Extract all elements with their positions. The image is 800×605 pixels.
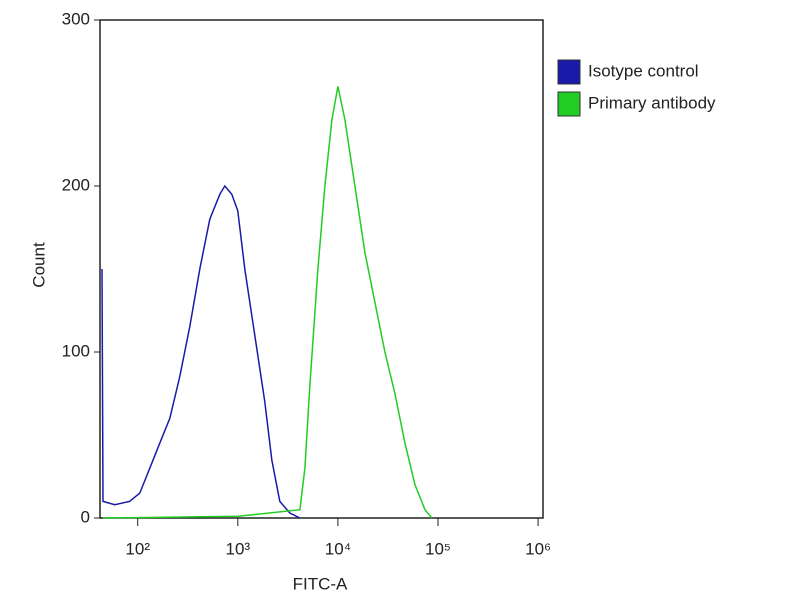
x-tick-label: 10⁴ xyxy=(325,539,351,558)
y-tick-label: 100 xyxy=(62,341,90,360)
y-tick-label: 200 xyxy=(62,175,90,194)
y-tick-label: 0 xyxy=(81,507,90,526)
legend-label: Primary antibody xyxy=(588,93,716,112)
legend-swatch xyxy=(557,59,581,85)
x-tick-label: 10⁵ xyxy=(425,539,451,558)
x-axis-label: FITC-A xyxy=(293,574,348,593)
legend-label: Isotype control xyxy=(588,61,699,80)
x-tick-label: 10³ xyxy=(226,539,251,558)
x-tick-label: 10² xyxy=(125,539,150,558)
y-axis-label: Count xyxy=(29,242,48,288)
histogram-line xyxy=(101,184,301,519)
plot-frame xyxy=(99,19,544,519)
x-tick-label: 10⁶ xyxy=(525,539,551,558)
legend-swatch xyxy=(557,91,581,117)
y-tick-label: 300 xyxy=(62,9,90,28)
histogram-line xyxy=(102,86,433,519)
